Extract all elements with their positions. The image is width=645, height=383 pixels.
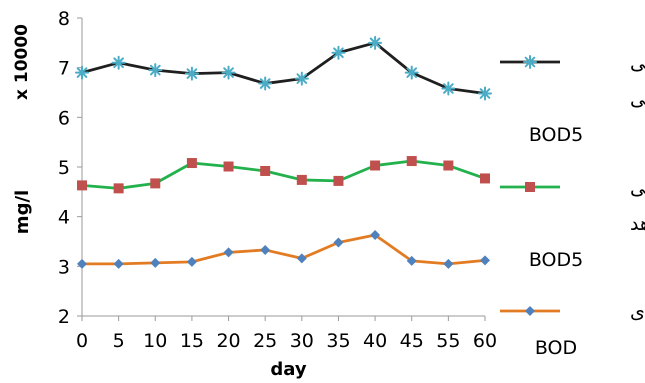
data-point (258, 76, 273, 91)
x-tick-label: 35 (326, 330, 350, 352)
data-point (148, 63, 163, 78)
data-point (223, 247, 234, 258)
data-point (77, 258, 87, 269)
legend-label: BOD5 (529, 249, 583, 271)
legend-swatch-marker (525, 306, 535, 316)
series-0 (75, 35, 492, 101)
legend-label: خروجی (630, 177, 645, 199)
data-point (184, 66, 199, 81)
series-1 (77, 156, 490, 194)
legend-entry-0: خروجی اصلی BOD5 (500, 52, 645, 146)
data-point (296, 253, 307, 264)
data-point (113, 258, 124, 269)
data-point (294, 71, 309, 86)
data-point (223, 161, 234, 172)
legend-swatch-marker (525, 182, 535, 192)
y-tick-label: 3 (58, 256, 70, 278)
series-line (81, 41, 486, 95)
data-point (406, 156, 417, 167)
legend-label: خروجی (630, 52, 645, 74)
data-point (480, 173, 490, 184)
data-point (150, 178, 161, 189)
legend-label: ورودی (630, 301, 645, 323)
data-point (75, 65, 89, 80)
data-point (370, 160, 381, 171)
x-tick-label: 40 (363, 330, 387, 352)
data-point (77, 180, 87, 191)
data-point (150, 257, 161, 268)
x-tick-label: 60 (473, 330, 497, 352)
legend-label: شاهد (630, 213, 645, 235)
x-tick-label: 45 (400, 330, 424, 352)
data-point (260, 244, 271, 255)
data-point (480, 255, 490, 266)
data-point (441, 81, 456, 96)
y-axis-title: mg/l (12, 190, 33, 234)
data-point (443, 160, 454, 171)
data-point (111, 55, 126, 70)
x-tick-label: 20 (216, 330, 240, 352)
data-point (221, 65, 236, 80)
data-point (333, 175, 344, 186)
data-point (404, 65, 419, 80)
legend-label: BOD (535, 337, 577, 359)
data-point (331, 45, 346, 60)
x-tick-label: 10 (143, 330, 167, 352)
data-point (333, 237, 344, 248)
y-tick-label: 5 (58, 157, 70, 179)
series-line (81, 159, 486, 190)
legend-label: BOD5 (529, 124, 583, 146)
y-tick-label: 4 (58, 207, 70, 229)
x-axis-title: day (270, 359, 306, 379)
data-point (296, 174, 307, 185)
y-tick-label: 7 (58, 58, 70, 80)
x-tick-label: 25 (253, 330, 277, 352)
legend-label: اصلی (630, 88, 645, 110)
x-tick-label: 5 (113, 330, 125, 352)
data-point (186, 256, 197, 267)
x-tick-label: 55 (436, 330, 460, 352)
series-line (82, 233, 486, 266)
legend-entry-1: خروجی شاهد BOD5 (500, 177, 645, 271)
x-tick-label: 30 (290, 330, 314, 352)
data-point (370, 230, 381, 241)
y-tick-label: 8 (58, 8, 70, 30)
data-point (443, 258, 454, 269)
y-tick-label: 2 (58, 306, 70, 328)
data-point (260, 165, 271, 176)
x-tick-label: 15 (180, 330, 204, 352)
legend-swatch-marker (523, 55, 537, 69)
y-tick-label: 6 (58, 107, 70, 129)
data-point (406, 255, 417, 266)
data-point (368, 35, 383, 50)
data-point (186, 158, 197, 169)
data-point (113, 183, 124, 194)
x-tick-label: 0 (76, 330, 88, 352)
y-multiplier-label: x 10000 (12, 24, 32, 100)
data-point (478, 86, 492, 101)
series-2 (77, 230, 490, 269)
legend-entry-2: ورودی BOD (500, 301, 645, 359)
